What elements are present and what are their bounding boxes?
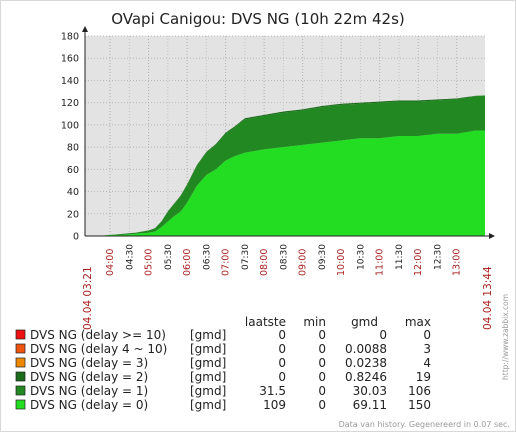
y-tick-label: 40 (67, 187, 79, 198)
chart-title: OVapi Canigou: DVS NG (10h 22m 42s) (111, 10, 405, 28)
y-tick-label: 20 (67, 209, 79, 220)
x-axis-arrow (489, 233, 495, 239)
legend-swatch (15, 385, 26, 396)
legend-header-last: laatste (245, 315, 286, 329)
x-tick-label: 07:30 (241, 244, 251, 270)
legend-value-max: 3 (423, 342, 431, 356)
legend-series-name: DVS NG (delay = 3) (30, 356, 148, 370)
y-tick-label: 80 (67, 143, 79, 154)
x-tick-label: 08:00 (259, 249, 270, 276)
data-series (85, 95, 485, 236)
y-tick-label: 180 (61, 32, 79, 43)
legend-value-min: 0 (318, 342, 326, 356)
legend-header-avg: gmd (351, 315, 378, 329)
legend-value-max: 19 (416, 370, 431, 384)
legend-value-max: 150 (408, 398, 431, 412)
y-tick-label: 60 (67, 165, 79, 176)
legend-value-last: 0 (278, 328, 286, 342)
x-tick-label: 12:00 (413, 249, 424, 276)
legend-swatch (15, 343, 26, 354)
legend-series-name: DVS NG (delay 4 ~ 10) (30, 342, 167, 356)
x-tick-label: 06:30 (202, 244, 212, 270)
x-tick-label: 09:30 (318, 244, 328, 270)
axes (82, 26, 495, 239)
legend-series-unit: [gmd] (190, 342, 226, 356)
legend-value-min: 0 (318, 384, 326, 398)
legend-series-name: DVS NG (delay = 2) (30, 370, 148, 384)
series-area-1 (85, 95, 485, 236)
legend-header-max: max (405, 315, 431, 329)
y-axis-ticks: 0 20 40 60 80 100 120 140 160 180 (61, 32, 79, 243)
legend-value-min: 0 (318, 398, 326, 412)
series-area-0 (85, 130, 485, 236)
x-tick-label: 08:30 (279, 244, 289, 270)
x-tick-label: 13:00 (452, 249, 463, 276)
x-tick-label: 10:00 (336, 249, 347, 276)
legend-value-avg: 69.11 (353, 398, 387, 412)
legend-value-last: 109 (263, 398, 286, 412)
legend-swatch (15, 399, 26, 410)
x-tick-label: 11:00 (375, 249, 386, 276)
x-tick-label: 06:00 (182, 249, 193, 276)
legend-value-avg: 0.0088 (345, 342, 387, 356)
legend-series-name: DVS NG (delay = 1) (30, 384, 148, 398)
legend-value-avg: 0 (379, 328, 387, 342)
y-tick-label: 140 (61, 76, 79, 87)
x-start-label: 04.04 03:21 (82, 266, 94, 330)
y-tick-label: 0 (73, 232, 79, 243)
legend-series-unit: [gmd] (190, 398, 226, 412)
y-tick-label: 120 (61, 98, 79, 109)
x-tick-label: 10:30 (356, 244, 366, 270)
x-tick-label: 05:30 (164, 244, 174, 270)
legend-series-name: DVS NG (delay >= 10) (30, 328, 166, 342)
legend-series-unit: [gmd] (190, 328, 226, 342)
legend-swatch (15, 329, 26, 340)
x-tick-label: 05:00 (144, 249, 155, 276)
x-tick-label: 12:30 (434, 244, 444, 270)
legend-value-avg: 30.03 (353, 384, 387, 398)
y-axis-arrow (82, 26, 88, 32)
x-axis-ticks: 04:00 04:30 05:00 05:30 06:00 06:30 07:00 07:30… (105, 244, 463, 276)
legend-value-min: 0 (318, 370, 326, 384)
y-tick-label: 100 (61, 120, 79, 131)
x-tick-label: 11:30 (395, 244, 405, 270)
legend-value-max: 0 (423, 328, 431, 342)
legend-swatch (15, 357, 26, 368)
legend-swatch (15, 371, 26, 382)
y-tick-label: 160 (61, 54, 79, 65)
legend-value-min: 0 (318, 356, 326, 370)
legend-series-unit: [gmd] (190, 370, 226, 384)
legend-value-last: 31.5 (259, 384, 286, 398)
legend-value-last: 0 (278, 342, 286, 356)
legend-series-unit: [gmd] (190, 356, 226, 370)
legend-value-min: 0 (318, 328, 326, 342)
footer-note: Data van history. Gegenereerd in 0.07 se… (339, 420, 510, 429)
legend-series-name: DVS NG (delay = 0) (30, 398, 148, 412)
legend-series-unit: [gmd] (190, 384, 226, 398)
x-tick-label: 09:00 (298, 249, 309, 276)
x-tick-label: 07:00 (221, 249, 232, 276)
legend-value-max: 106 (408, 384, 431, 398)
legend-value-avg: 0.0238 (345, 356, 387, 370)
legend-value-last: 0 (278, 370, 286, 384)
legend-value-last: 0 (278, 356, 286, 370)
x-end-label: 04.04 13:44 (482, 266, 494, 330)
legend-value-avg: 0.8246 (345, 370, 387, 384)
legend-header-min: min (303, 315, 326, 329)
legend-value-max: 4 (423, 356, 431, 370)
zabbix-watermark: http://www.zabbix.com (501, 294, 510, 380)
x-tick-label: 04:00 (105, 249, 116, 276)
x-tick-label: 04:30 (125, 244, 135, 270)
